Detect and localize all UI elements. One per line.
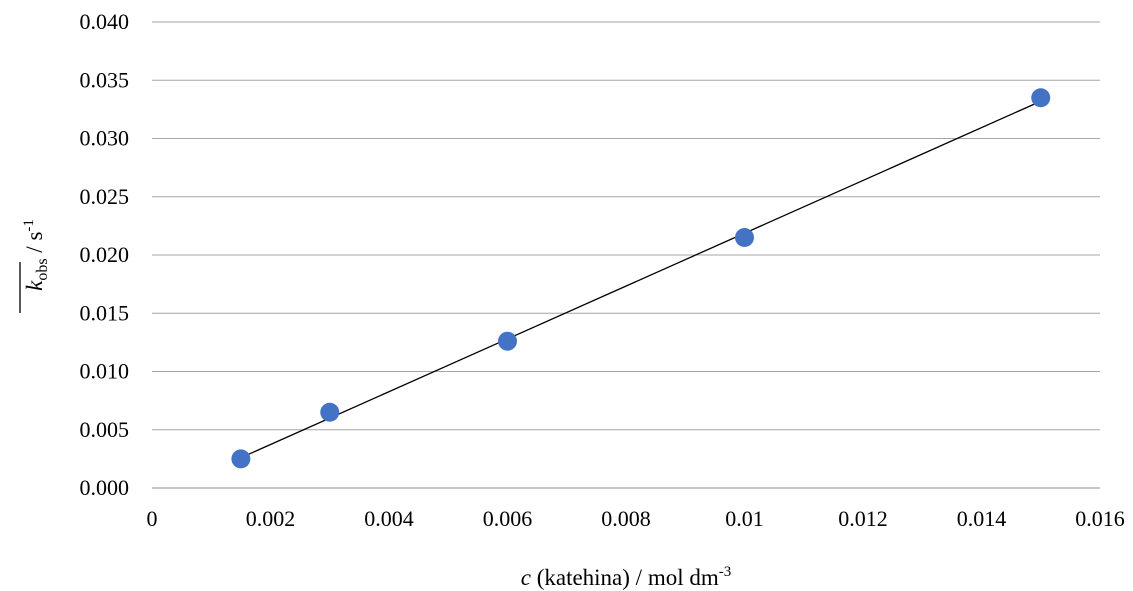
gridlines <box>152 21 1100 489</box>
x-axis-title-variable: c <box>521 565 531 590</box>
y-tick-label: 0.020 <box>80 242 130 267</box>
x-tick-label: 0.014 <box>957 506 1007 531</box>
x-tick-label: 0 <box>147 506 158 531</box>
x-tick-label: 0.012 <box>838 506 888 531</box>
x-tick-label: 0.002 <box>246 506 296 531</box>
data-point <box>498 331 517 351</box>
y-axis-title: kobs / s-1 <box>21 219 51 291</box>
trendline <box>240 100 1042 459</box>
x-tick-label: 0.01 <box>725 506 764 531</box>
y-tick-label: 0.010 <box>80 359 130 384</box>
y-tick-label: 0.035 <box>80 67 130 92</box>
x-tick-label: 0.008 <box>601 506 651 531</box>
y-tick-label: 0.030 <box>80 126 130 151</box>
y-axis-title-subscript: obs <box>34 258 51 280</box>
y-tick-label: 0.025 <box>80 184 130 209</box>
y-axis-title-variable: k <box>22 280 47 291</box>
x-tick-label: 0.004 <box>364 506 414 531</box>
trendline-group <box>240 100 1042 459</box>
y-tick-label: 0.000 <box>80 475 130 500</box>
data-point <box>1031 88 1051 108</box>
y-tick-labels: 0.000 0.005 0.010 0.015 0.020 0.025 0.030 0.035… <box>80 9 130 500</box>
x-tick-label: 0.016 <box>1075 506 1125 531</box>
data-points <box>231 88 1051 469</box>
x-axis-title-text: (katehina) / mol dm <box>531 565 719 590</box>
y-tick-label: 0.005 <box>80 417 130 442</box>
data-point <box>320 402 340 422</box>
y-tick-label: 0.015 <box>80 300 130 325</box>
data-point <box>231 449 251 469</box>
x-tick-label: 0.006 <box>483 506 533 531</box>
x-axis-title-superscript: -3 <box>719 564 732 580</box>
x-tick-labels: 0 0.002 0.004 0.006 0.008 0.01 0.012 0.014 0.016 <box>147 506 1125 531</box>
y-axis-title-superscript: -1 <box>21 219 37 232</box>
y-tick-label: 0.040 <box>80 9 130 34</box>
y-axis-title-group: kobs / s-1 <box>19 219 51 313</box>
y-axis-title-text: / s <box>22 232 47 259</box>
data-point <box>735 228 754 248</box>
x-axis-title: c (katehina) / mol dm-3 <box>521 564 732 590</box>
